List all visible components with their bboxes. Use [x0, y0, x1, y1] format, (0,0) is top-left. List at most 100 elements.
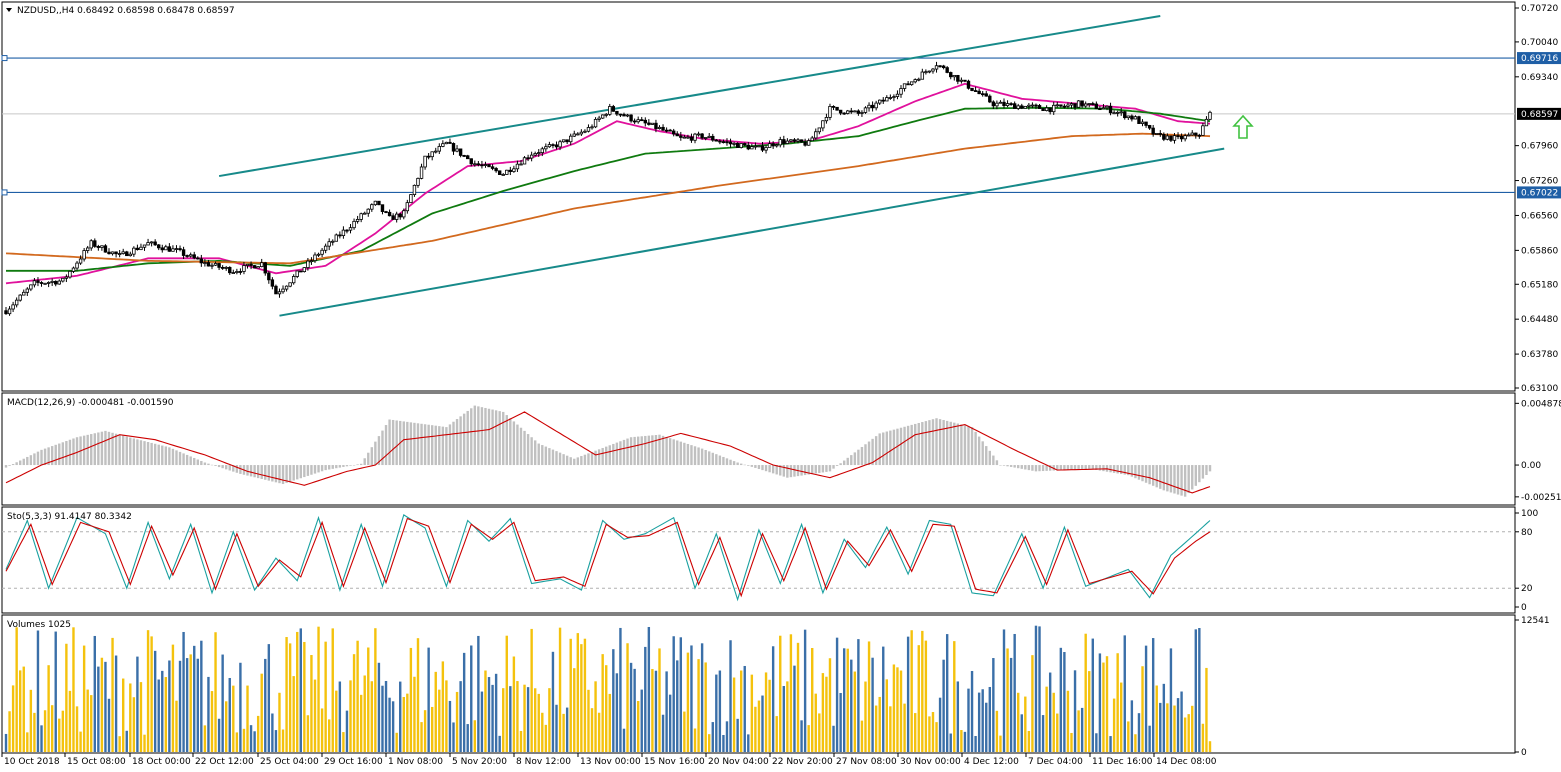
macd-histogram-bar: [665, 437, 668, 466]
candle-body: [991, 101, 996, 107]
candle-body: [1208, 111, 1212, 120]
candle-body: [476, 163, 481, 166]
volume-bar: [1006, 648, 1009, 752]
volume-bar: [1002, 629, 1006, 752]
channel-line-2: [279, 147, 1225, 317]
candle-body: [899, 88, 903, 95]
candle-body: [277, 291, 282, 295]
candle-body: [963, 79, 967, 82]
volume-bar: [1102, 662, 1105, 752]
candle-body: [78, 258, 83, 264]
candle-body: [185, 255, 189, 257]
macd-histogram-bar: [725, 458, 729, 466]
candle-body: [970, 87, 974, 91]
volume-bar: [676, 660, 679, 752]
candle-body: [558, 141, 562, 148]
volume-bar: [274, 730, 278, 752]
macd-histogram-bar: [526, 434, 530, 466]
macd-histogram-bar: [747, 465, 750, 466]
candle-body: [231, 272, 236, 274]
macd-histogram-bar: [459, 416, 462, 466]
volume-bar: [178, 660, 182, 752]
candle-body: [711, 135, 715, 141]
macd-histogram-bar: [225, 465, 228, 470]
candle-body: [881, 99, 885, 102]
stochastic-plot: [2, 514, 1515, 602]
candle-body: [54, 280, 58, 285]
macd-histogram-bar: [605, 446, 608, 466]
candle-body: [782, 139, 786, 144]
volume-bar: [288, 643, 292, 752]
volume-bar: [82, 645, 86, 752]
candle-body: [1020, 105, 1024, 109]
candle-body: [544, 146, 548, 150]
macd-histogram-bar: [1013, 465, 1016, 468]
volume-bar: [658, 648, 661, 752]
macd-histogram-bar: [1002, 465, 1006, 466]
price-axis-tick-label: 0.63100: [1521, 384, 1558, 394]
macd-histogram-bar: [47, 447, 50, 466]
macd-histogram-bar: [533, 440, 537, 466]
volume-bar: [1162, 683, 1166, 752]
macd-histogram-bar: [1088, 465, 1091, 469]
macd-histogram-bar: [100, 431, 104, 466]
macd-histogram-bar: [15, 462, 18, 466]
time-axis-label: 10 Oct 2018: [4, 757, 60, 767]
volume-bar: [1091, 638, 1094, 752]
volume-bar: [502, 688, 505, 752]
volume-bar: [352, 654, 356, 752]
volume-bar: [892, 664, 896, 752]
volume-bar: [1031, 655, 1034, 752]
macd-histogram-bar: [544, 446, 548, 466]
time-axis-label: 15 Nov 16:00: [644, 757, 705, 767]
macd-histogram-bar: [1166, 465, 1169, 492]
macd-histogram-bar: [1077, 465, 1080, 470]
volume-bar: [1041, 715, 1045, 752]
macd-histogram-bar: [729, 459, 732, 466]
macd-histogram-bar: [214, 465, 217, 466]
volume-bar: [434, 671, 437, 752]
candle-body: [814, 131, 818, 139]
candle-body: [672, 130, 676, 135]
candle-body: [430, 151, 434, 158]
macd-histogram-bar: [640, 436, 643, 466]
volume-bar: [1066, 690, 1070, 752]
volume-bar: [491, 684, 494, 752]
macd-histogram-bar: [967, 426, 970, 466]
candle-body: [313, 254, 317, 261]
stochastic-panel-frame: [1, 506, 1516, 614]
macd-histogram-bar: [931, 419, 935, 466]
macd-histogram-bar: [697, 447, 700, 466]
candle-body: [775, 144, 779, 147]
volume-bar: [654, 670, 658, 752]
volume-bar: [129, 683, 132, 752]
volume-bar: [406, 693, 409, 752]
macd-histogram-bar: [1091, 465, 1094, 470]
candle-body: [909, 81, 914, 86]
up-arrow-icon: [1232, 114, 1254, 139]
candle-body: [281, 288, 285, 293]
macd-histogram-bar: [1155, 465, 1158, 488]
price-panel-frame: [1, 1, 1516, 392]
candle-body: [799, 139, 804, 143]
volume-bar: [210, 691, 214, 752]
candle-body: [810, 137, 814, 142]
triangle-down-icon[interactable]: [6, 8, 12, 12]
macd-axis-tick-label: -0.002514: [1521, 493, 1561, 503]
macd-histogram-bar: [487, 408, 491, 466]
price-axis-tick-label: 0.65860: [1521, 246, 1558, 256]
macd-histogram-bar: [921, 422, 924, 466]
macd-histogram-bar: [704, 449, 707, 466]
volume-bar: [157, 679, 160, 752]
candle-body: [29, 284, 33, 290]
volume-bar: [1020, 714, 1023, 752]
volume-bar: [146, 630, 150, 752]
volume-bar: [47, 665, 50, 752]
macd-histogram-bar: [175, 450, 178, 466]
candle-body: [618, 113, 623, 116]
volume-bar: [217, 718, 221, 752]
candle-body: [426, 155, 431, 158]
candle-body: [789, 139, 793, 142]
candle-body: [1194, 132, 1198, 136]
